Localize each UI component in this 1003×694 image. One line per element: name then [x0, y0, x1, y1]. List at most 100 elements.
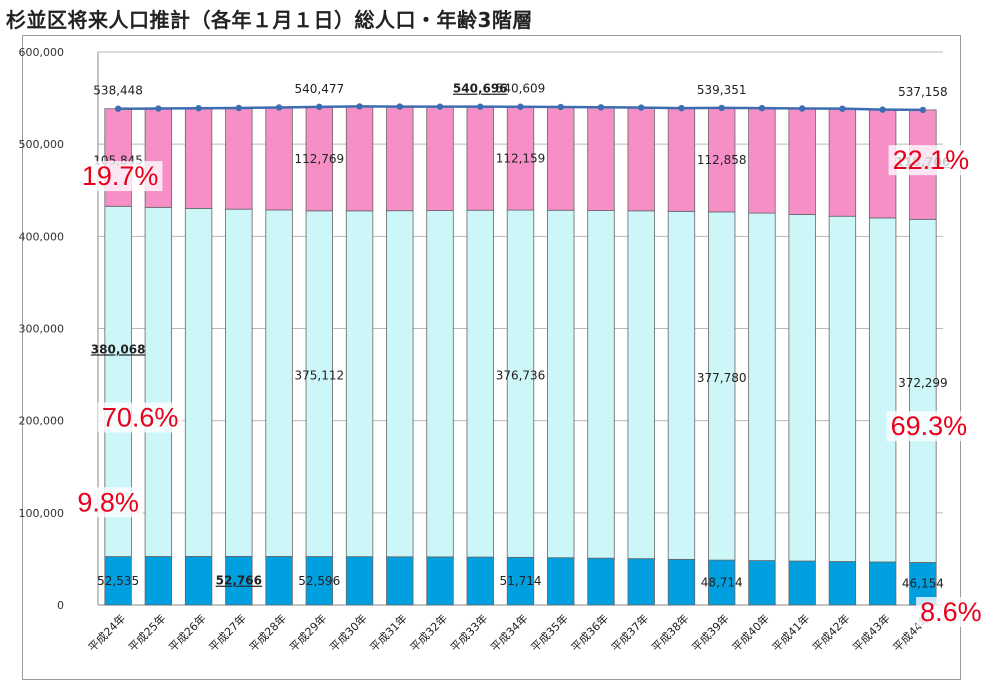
bar-segment-young	[305, 556, 333, 606]
percentage-label: 69.3%	[891, 411, 968, 441]
bar-segment-working	[708, 211, 736, 561]
total-point	[356, 103, 363, 110]
x-tick-label: 平成34年	[487, 611, 530, 654]
bar-segment-working	[426, 210, 454, 558]
percentage-label-background	[73, 487, 143, 518]
x-tick-label: 平成35年	[528, 611, 571, 654]
chart-frame	[22, 35, 961, 680]
bar-segment-working	[788, 214, 816, 562]
x-tick-label: 平成27年	[206, 611, 249, 654]
total-point	[275, 104, 283, 111]
total-point	[235, 104, 243, 112]
bar-segment-working	[144, 206, 173, 557]
bar-segment-working	[868, 217, 897, 563]
bar-segment-young	[466, 556, 494, 606]
x-tick-label: 平成40年	[729, 611, 772, 654]
bar-segment-elderly	[627, 107, 655, 212]
total-point	[316, 103, 323, 111]
x-tick-label: 平成28年	[246, 611, 289, 654]
percentage-label: 19.7%	[82, 161, 159, 191]
total-point	[718, 104, 725, 112]
y-tick-label: 400,000	[19, 230, 65, 243]
data-label: 51,714	[500, 574, 542, 588]
x-tick-label: 平成37年	[608, 611, 651, 654]
data-label: 540,609	[496, 82, 546, 96]
bar-segment-elderly	[144, 108, 173, 208]
bar-segment-young	[184, 556, 213, 606]
percentage-label-background	[97, 402, 183, 433]
bar-segment-elderly	[265, 107, 293, 211]
total-point	[155, 105, 162, 112]
data-label: 376,736	[496, 369, 546, 383]
percentage-label-background	[886, 411, 972, 442]
percentage-label: 22.1%	[893, 145, 970, 175]
x-tick-label: 平成29年	[286, 611, 329, 654]
percentage-label: 9.8%	[77, 487, 139, 517]
data-label: 112,769	[294, 152, 344, 166]
bar-segment-elderly	[506, 106, 535, 211]
bar-segment-elderly	[587, 106, 615, 211]
percentage-label-background	[888, 145, 974, 176]
bar-segment-young	[345, 556, 374, 606]
x-tick-label: 平成38年	[648, 611, 691, 654]
bar-segment-young	[587, 557, 615, 606]
bar-segment-working	[506, 209, 535, 558]
data-label: 380,068	[91, 342, 146, 356]
data-label: 46,154	[902, 577, 944, 591]
x-tick-label: 平成25年	[125, 611, 168, 654]
data-label: 52,596	[298, 574, 340, 588]
bar-segment-elderly	[748, 107, 776, 214]
bar-segment-elderly	[828, 108, 857, 217]
data-label: 539,351	[697, 83, 747, 97]
bar-segment-elderly	[466, 106, 494, 211]
bar-segment-young	[868, 561, 897, 606]
percentage-label-background	[77, 161, 163, 192]
bar-segment-young	[667, 558, 696, 606]
y-tick-label: 500,000	[19, 138, 65, 151]
data-label: 52,766	[216, 574, 262, 588]
x-tick-label: 平成30年	[327, 611, 370, 654]
bar-segment-working	[587, 210, 615, 559]
bar-segment-working	[627, 210, 655, 560]
total-point	[557, 103, 564, 111]
data-label: 112,858	[697, 153, 747, 167]
data-label: 538,448	[93, 84, 143, 98]
data-label: 375,112	[294, 369, 344, 383]
bar-segment-young	[708, 559, 736, 606]
x-tick-label: 平成39年	[689, 611, 732, 654]
bar-segment-young	[265, 556, 293, 606]
total-point	[436, 103, 444, 110]
total-point	[517, 103, 524, 110]
bar-segment-working	[345, 210, 374, 558]
x-tick-label: 平成24年	[85, 611, 128, 654]
y-tick-label: 200,000	[19, 415, 65, 428]
bar-segment-young	[506, 556, 535, 606]
total-point	[114, 105, 122, 112]
x-tick-label: 平成43年	[850, 611, 893, 654]
total-point	[879, 106, 886, 113]
x-tick-label: 平成42年	[809, 611, 852, 654]
total-point	[839, 105, 846, 112]
data-label: 540,477	[294, 82, 344, 96]
bar-segment-young	[547, 557, 575, 606]
percentage-label: 70.6%	[102, 402, 179, 432]
bar-segment-working	[909, 218, 937, 563]
total-point	[396, 103, 403, 110]
bar-segment-working	[547, 209, 575, 559]
x-tick-label: 平成31年	[367, 611, 410, 654]
bar-segment-elderly	[184, 107, 213, 209]
data-label: 540,696	[453, 82, 508, 96]
x-tick-label: 平成32年	[407, 611, 450, 654]
bar-segment-working	[265, 209, 293, 557]
percentage-label: 8.6%	[920, 597, 982, 627]
bar-segment-young	[627, 558, 655, 606]
bar-segment-elderly	[345, 106, 374, 212]
total-point	[798, 105, 806, 112]
bar-segment-young	[788, 560, 816, 606]
bar-segment-young	[386, 556, 414, 606]
total-point	[195, 105, 202, 112]
page-title: 杉並区将来人口推計（各年１月１日）総人口・年齢3階層	[6, 8, 533, 32]
x-tick-label: 平成36年	[568, 611, 611, 654]
bar-segment-working	[305, 210, 333, 557]
